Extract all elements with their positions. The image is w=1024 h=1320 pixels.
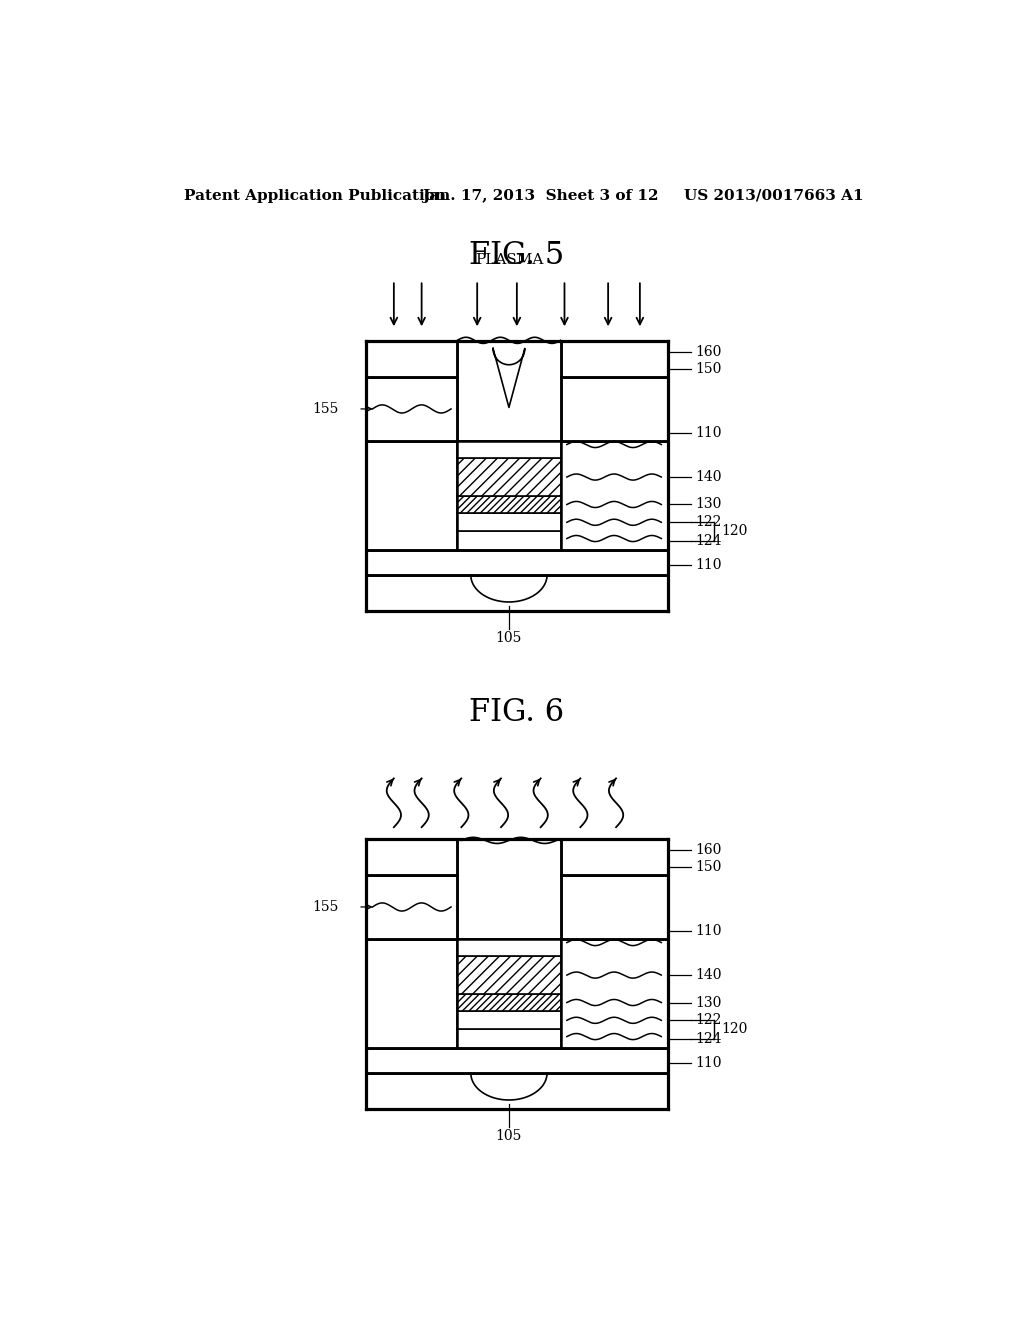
Text: 130: 130 bbox=[695, 995, 722, 1010]
Bar bbox=[367, 441, 668, 549]
Text: 155: 155 bbox=[312, 403, 338, 416]
Text: US 2013/0017663 A1: US 2013/0017663 A1 bbox=[684, 189, 863, 203]
Bar bbox=[560, 875, 668, 939]
Bar bbox=[367, 875, 458, 939]
Bar bbox=[458, 458, 560, 496]
Text: 120: 120 bbox=[722, 1023, 748, 1036]
Text: FIG. 5: FIG. 5 bbox=[469, 240, 564, 271]
Bar bbox=[458, 496, 560, 513]
Text: Jan. 17, 2013  Sheet 3 of 12: Jan. 17, 2013 Sheet 3 of 12 bbox=[422, 189, 658, 203]
Text: 122: 122 bbox=[695, 1014, 722, 1027]
Text: 120: 120 bbox=[722, 524, 748, 539]
Bar bbox=[367, 378, 458, 441]
Bar bbox=[367, 939, 668, 1048]
Text: 130: 130 bbox=[695, 498, 722, 511]
Bar bbox=[458, 994, 560, 1011]
Text: PLASMA: PLASMA bbox=[475, 253, 543, 267]
Text: 155: 155 bbox=[312, 900, 338, 913]
Text: 140: 140 bbox=[695, 968, 722, 982]
Bar bbox=[367, 549, 668, 576]
Bar bbox=[560, 840, 668, 875]
Text: 124: 124 bbox=[695, 1032, 722, 1045]
Bar bbox=[458, 513, 560, 532]
Bar bbox=[367, 576, 668, 611]
Bar bbox=[367, 1048, 668, 1073]
Bar bbox=[560, 378, 668, 441]
Bar bbox=[560, 342, 668, 378]
Text: 124: 124 bbox=[695, 533, 722, 548]
Bar bbox=[458, 1011, 560, 1030]
Text: 140: 140 bbox=[695, 470, 722, 484]
Text: 160: 160 bbox=[695, 345, 722, 359]
Text: 150: 150 bbox=[695, 362, 722, 376]
Text: 122: 122 bbox=[695, 515, 722, 529]
Text: 105: 105 bbox=[496, 1129, 522, 1143]
Text: Patent Application Publication: Patent Application Publication bbox=[183, 189, 445, 203]
Text: 110: 110 bbox=[695, 1056, 722, 1071]
Text: 150: 150 bbox=[695, 859, 722, 874]
Bar bbox=[458, 939, 560, 956]
Bar bbox=[367, 342, 458, 378]
Text: 160: 160 bbox=[695, 842, 722, 857]
Bar bbox=[367, 1073, 668, 1109]
Bar bbox=[458, 532, 560, 549]
Bar bbox=[458, 441, 560, 458]
Text: 110: 110 bbox=[695, 558, 722, 572]
Text: FIG. 6: FIG. 6 bbox=[469, 697, 564, 729]
Text: 105: 105 bbox=[496, 631, 522, 645]
Bar bbox=[367, 840, 458, 875]
Bar bbox=[458, 1030, 560, 1048]
Bar bbox=[458, 956, 560, 994]
Text: 110: 110 bbox=[695, 426, 722, 440]
Text: 110: 110 bbox=[695, 924, 722, 939]
